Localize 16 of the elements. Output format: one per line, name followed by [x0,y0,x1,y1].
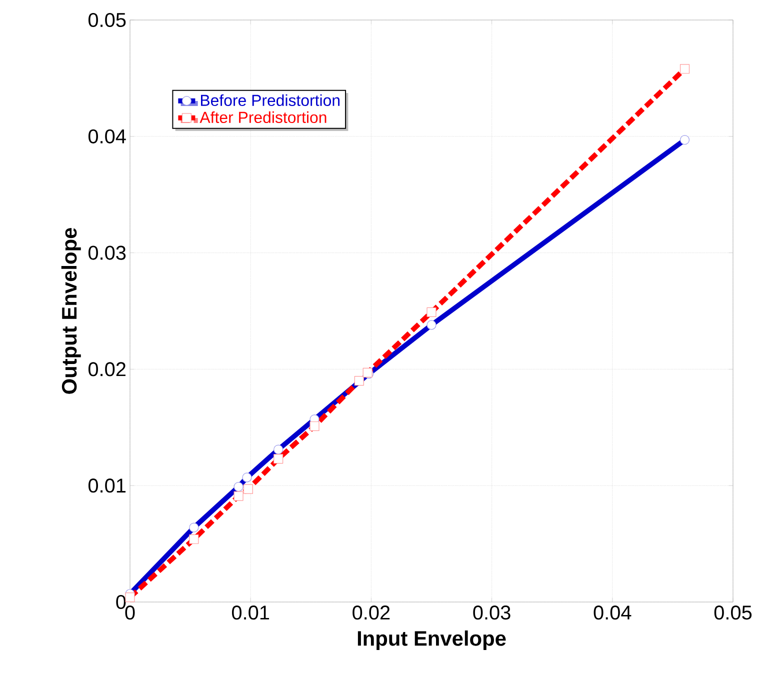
y-tick-label: 0 [116,594,126,610]
y-tick-label: 0.01 [88,478,126,493]
y-tick-label: 0.02 [88,362,126,376]
y-tick-label: 0.03 [88,246,126,260]
x-tick-label: 0.02 [352,606,390,620]
x-tick-label: 0.04 [594,606,632,620]
x-tick-label: 0.01 [232,606,270,620]
y-tick-label: 0.04 [88,129,126,144]
x-axis-title: Input Envelope [358,630,506,650]
legend-label: Before Predistortion [200,94,340,106]
x-tick-label: 0.03 [473,606,510,620]
y-axis-title: Output Envelope [61,228,81,394]
x-tick-label: 0 [125,606,135,620]
y-tick-label: 0.05 [88,12,126,28]
legend-label: After Predistortion [200,111,326,124]
x-tick-label: 0.05 [714,606,752,620]
